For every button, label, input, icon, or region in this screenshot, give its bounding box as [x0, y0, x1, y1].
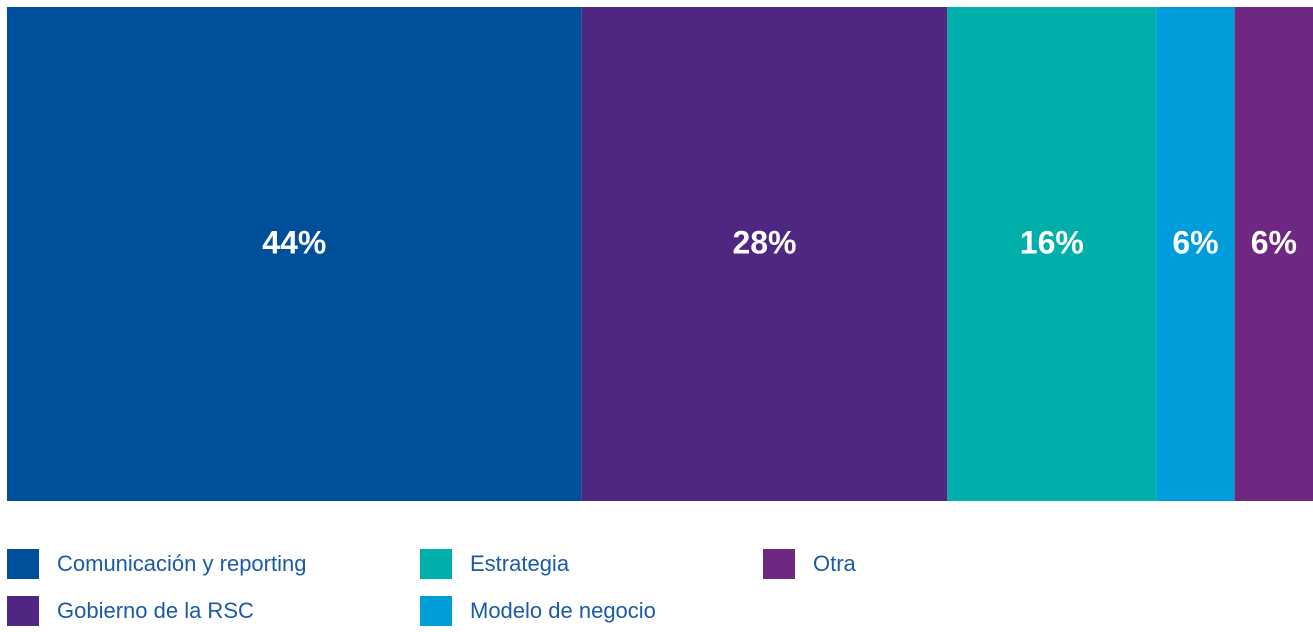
legend-swatch	[420, 596, 452, 626]
legend-label: Comunicación y reporting	[57, 551, 306, 576]
bar-segment	[581, 7, 948, 501]
data-label: 6%	[1172, 224, 1218, 260]
bar-segment	[947, 7, 1157, 501]
legend-label: Gobierno de la RSC	[57, 598, 254, 623]
legend-swatch	[7, 549, 39, 579]
legend-label: Modelo de negocio	[470, 598, 656, 623]
data-label: 28%	[732, 224, 796, 260]
legend-swatch	[420, 549, 452, 579]
legend-swatch	[763, 549, 795, 579]
legend-label: Estrategia	[470, 551, 570, 576]
data-label: 16%	[1020, 224, 1084, 260]
legend-label: Otra	[813, 551, 857, 576]
bar-segment	[1156, 7, 1235, 501]
data-label: 6%	[1251, 224, 1297, 260]
data-label: 44%	[262, 224, 326, 260]
bar-segment	[1234, 7, 1313, 501]
bar-segment	[7, 7, 582, 501]
legend-swatch	[7, 596, 39, 626]
